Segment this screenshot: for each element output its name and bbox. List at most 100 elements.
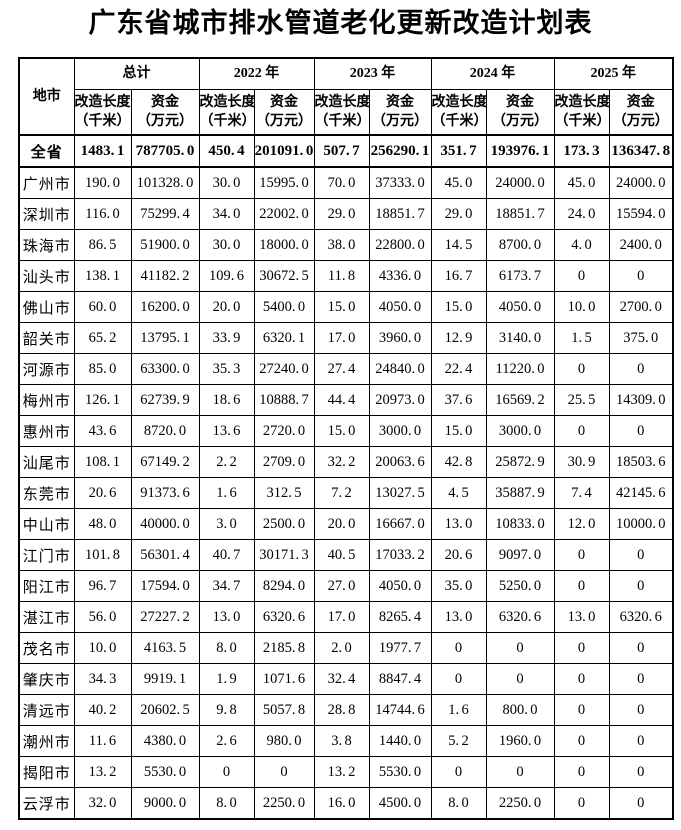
- value-cell: 13. 0: [198, 601, 255, 633]
- value-cell: 14. 5: [430, 229, 487, 261]
- value-cell: 4. 5: [430, 477, 487, 509]
- value-cell: 32. 0: [73, 787, 132, 820]
- value-cell: 2720. 0: [253, 415, 315, 447]
- table-row: 深圳市 116. 0 75299. 4 34. 0 22002. 0 29. 0 18851…: [18, 198, 674, 230]
- value-cell: 4050. 0: [368, 570, 432, 602]
- table-row: 汕尾市 108. 1 67149. 2 2. 2 2709. 0 32. 2 20063. …: [18, 446, 674, 478]
- value-cell: 35. 0: [430, 570, 487, 602]
- value-cell: 63300. 0: [130, 353, 200, 385]
- value-cell: 800. 0: [485, 694, 555, 726]
- value-cell: 30. 0: [198, 166, 255, 199]
- value-cell: 48. 0: [73, 508, 132, 540]
- header-group-2022: 2022 年: [198, 57, 315, 90]
- value-cell: 13. 0: [430, 601, 487, 633]
- subheader-length-2024: 改造长度 （千米）: [430, 88, 487, 136]
- value-cell: 15. 0: [313, 291, 370, 323]
- value-cell: 20973. 0: [368, 384, 432, 416]
- table-row: 韶关市 65. 2 13795. 1 33. 9 6320. 1 17. 0 3960. 0…: [18, 322, 674, 354]
- value-cell: 10. 0: [553, 291, 610, 323]
- city-name: 茂名市: [18, 632, 75, 664]
- city-name: 云浮市: [18, 787, 75, 820]
- subheader-fund-total: 资金 （万元）: [130, 88, 200, 136]
- value-cell: 109. 6: [198, 260, 255, 292]
- value-cell: 0: [553, 415, 610, 447]
- city-name: 珠海市: [18, 229, 75, 261]
- table-header: 地市 总计 2022 年 2023 年 2024 年 2025 年 改造长度 （…: [18, 57, 674, 136]
- value-cell: 62739. 9: [130, 384, 200, 416]
- length-unit: （千米）: [199, 113, 254, 129]
- value-cell: 40. 2: [73, 694, 132, 726]
- value-cell: 0: [553, 663, 610, 695]
- table-row: 江门市 101. 8 56301. 4 40. 7 30171. 3 40. 5 17033…: [18, 539, 674, 571]
- value-cell: 30672. 5: [253, 260, 315, 292]
- value-cell: 2. 0: [313, 632, 370, 664]
- value-cell: 3140. 0: [485, 322, 555, 354]
- value-cell: 20063. 6: [368, 446, 432, 478]
- header-city: 地市: [18, 57, 75, 136]
- value-cell: 24840. 0: [368, 353, 432, 385]
- value-cell: 190. 0: [73, 166, 132, 199]
- value-cell: 5250. 0: [485, 570, 555, 602]
- value-cell: 4163. 5: [130, 632, 200, 664]
- value-cell: 4380. 0: [130, 725, 200, 757]
- value-cell: 37. 6: [430, 384, 487, 416]
- value-cell: 15. 0: [430, 415, 487, 447]
- value-cell: 0: [553, 260, 610, 292]
- value-cell: 0: [608, 260, 674, 292]
- value-cell: 30. 9: [553, 446, 610, 478]
- table-row: 潮州市 11. 6 4380. 0 2. 6 980. 0 3. 8 1440. 0 5. 2…: [18, 725, 674, 757]
- value-cell: 27227. 2: [130, 601, 200, 633]
- value-cell: 18000. 0: [253, 229, 315, 261]
- value-cell: 15594. 0: [608, 198, 674, 230]
- value-cell: 18851. 7: [368, 198, 432, 230]
- table-row: 东莞市 20. 6 91373. 6 1. 6 312. 5 7. 2 13027. 5 4.…: [18, 477, 674, 509]
- value-cell: 2. 6: [198, 725, 255, 757]
- city-name: 佛山市: [18, 291, 75, 323]
- value-cell: 20. 6: [430, 539, 487, 571]
- value-cell: 18. 6: [198, 384, 255, 416]
- value-cell: 17033. 2: [368, 539, 432, 571]
- value-cell: 138. 1: [73, 260, 132, 292]
- value-cell: 10833. 0: [485, 508, 555, 540]
- table-row: 中山市 48. 0 40000. 0 3. 0 2500. 0 20. 0 16667. 0…: [18, 508, 674, 540]
- value-cell: 9. 8: [198, 694, 255, 726]
- value-cell: 96. 7: [73, 570, 132, 602]
- value-cell: 91373. 6: [130, 477, 200, 509]
- city-name: 江门市: [18, 539, 75, 571]
- length-unit: （千米）: [431, 113, 486, 129]
- subheader-fund-2023: 资金 （万元）: [368, 88, 432, 136]
- value-cell: 15995. 0: [253, 166, 315, 199]
- value-cell: 5057. 8: [253, 694, 315, 726]
- value-cell: 28. 8: [313, 694, 370, 726]
- value-cell: 0: [608, 632, 674, 664]
- value-cell: 34. 3: [73, 663, 132, 695]
- value-cell: 17. 0: [313, 601, 370, 633]
- value-cell: 980. 0: [253, 725, 315, 757]
- value-cell: 6320. 6: [485, 601, 555, 633]
- header-sub-row: 改造长度 （千米） 资金 （万元） 改造长度 （千米） 资金 （万元） 改造长度: [19, 88, 674, 136]
- value-cell: 1071. 6: [253, 663, 315, 695]
- value-cell: 2709. 0: [253, 446, 315, 478]
- value-cell: 13795. 1: [130, 322, 200, 354]
- value-cell: 22. 4: [430, 353, 487, 385]
- value-cell: 6320. 1: [253, 322, 315, 354]
- value-cell: 29. 0: [430, 198, 487, 230]
- fund-label: 资金: [151, 94, 179, 110]
- header-group-2024: 2024 年: [430, 57, 555, 90]
- value-cell: 75299. 4: [130, 198, 200, 230]
- city-name: 湛江市: [18, 601, 75, 633]
- value-cell: 0: [485, 632, 555, 664]
- value-cell: 116. 0: [73, 198, 132, 230]
- value-cell: 0: [485, 663, 555, 695]
- value-cell: 10888. 7: [253, 384, 315, 416]
- length-unit: （千米）: [554, 113, 609, 129]
- value-cell: 0: [553, 725, 610, 757]
- value-cell: 8847. 4: [368, 663, 432, 695]
- value-cell: 4. 0: [553, 229, 610, 261]
- plan-table: 地市 总计 2022 年 2023 年 2024 年 2025 年 改造长度 （…: [18, 57, 674, 820]
- value-cell: 29. 0: [313, 198, 370, 230]
- value-cell: 33. 9: [198, 322, 255, 354]
